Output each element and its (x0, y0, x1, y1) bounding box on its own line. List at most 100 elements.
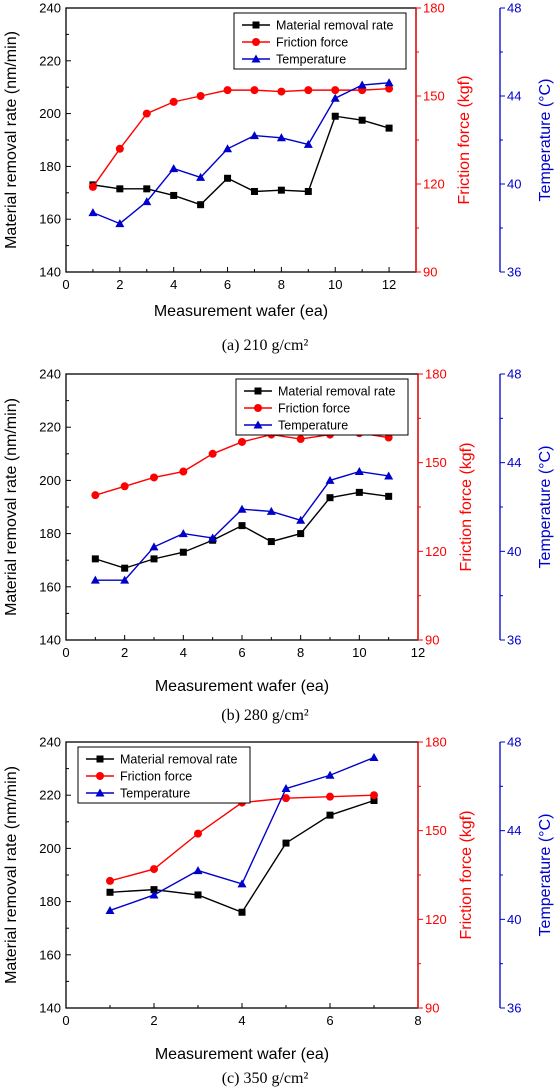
legend-marker (252, 38, 260, 46)
legend-entry: Friction force (278, 402, 350, 416)
temperature-tick-label: 44 (507, 823, 521, 838)
data-point (385, 84, 394, 93)
temperature-tick-label: 36 (507, 1001, 521, 1016)
data-point (208, 449, 217, 458)
data-point (194, 829, 202, 838)
chart-panel-2: 0 2 4 6 8 10 12 140 160 180 200 220 240 Material remo… (3, 367, 554, 725)
data-point (369, 753, 379, 762)
data-point (179, 548, 187, 556)
series-temperature (88, 78, 394, 228)
data-point (223, 144, 233, 153)
data-point (88, 182, 97, 191)
x-tick-label: 10 (328, 277, 342, 292)
series-friction-force (106, 791, 378, 885)
data-point (223, 86, 232, 95)
series-line (92, 82, 390, 225)
series-line (92, 87, 390, 188)
legend-marker (95, 788, 105, 797)
legend-marker (96, 755, 104, 763)
data-point (304, 86, 313, 95)
x-tick-label: 2 (121, 645, 128, 660)
data-point (325, 770, 335, 779)
data-point (237, 504, 247, 513)
data-point (281, 784, 291, 793)
data-point (331, 86, 340, 95)
friction-axis-label: Friction force (kgf) (456, 76, 473, 205)
temperature-tick-label: 36 (507, 265, 521, 280)
data-point (326, 792, 334, 801)
data-point (277, 186, 285, 194)
data-point (384, 471, 394, 480)
data-point (358, 116, 366, 124)
series-friction-force (88, 84, 394, 191)
x-axis-label: Measurement wafer (ea) (155, 678, 329, 695)
left-tick-label: 160 (39, 212, 61, 227)
legend: Material removal rate Friction force Tempe… (77, 746, 251, 804)
data-point (357, 80, 367, 89)
data-point (169, 164, 179, 173)
data-point (303, 139, 313, 148)
data-point (150, 886, 158, 894)
left-tick-label: 180 (39, 894, 61, 909)
x-axis-label: Measurement wafer (ea) (155, 1046, 329, 1063)
x-tick-label: 8 (278, 277, 285, 292)
legend-marker (252, 21, 260, 29)
legend-entry: Material removal rate (276, 19, 393, 33)
temperature-tick-label: 44 (507, 455, 521, 470)
data-point (106, 888, 114, 896)
data-point (194, 891, 202, 899)
x-tick-label: 0 (62, 1013, 69, 1028)
x-tick-label: 6 (326, 1013, 333, 1028)
temperature-tick-label: 40 (507, 177, 521, 192)
data-point (105, 905, 115, 914)
legend-marker (254, 387, 262, 395)
data-point (150, 865, 158, 874)
data-point (150, 473, 158, 482)
x-tick-label: 6 (224, 277, 231, 292)
x-tick-label: 12 (411, 645, 425, 660)
series-material-removal-rate (91, 488, 393, 572)
data-point (149, 542, 159, 551)
figure-caption: (a) 210 g/cm² (222, 337, 309, 354)
left-tick-label: 160 (39, 579, 61, 594)
left-tick-label: 140 (39, 633, 61, 648)
data-point (249, 131, 259, 140)
x-tick-label: 2 (116, 277, 123, 292)
data-point (88, 208, 98, 217)
data-point (121, 564, 129, 572)
x-tick-label: 4 (180, 645, 187, 660)
x-tick-label: 4 (170, 277, 177, 292)
legend-marker (96, 772, 104, 780)
data-point (197, 201, 205, 209)
x-tick-label: 4 (238, 1013, 245, 1028)
data-point (385, 492, 393, 500)
friction-tick-label: 120 (423, 177, 445, 192)
data-point (250, 86, 259, 95)
x-tick-label: 8 (297, 645, 304, 660)
left-tick-label: 220 (39, 420, 61, 435)
data-point (115, 219, 125, 228)
left-tick-label: 200 (39, 473, 61, 488)
series-line (109, 799, 375, 914)
data-point (150, 555, 158, 563)
data-point (224, 174, 232, 182)
data-point (116, 185, 124, 193)
data-point (91, 555, 99, 563)
friction-tick-label: 90 (423, 265, 437, 280)
series-friction-force (91, 429, 393, 500)
left-tick-label: 140 (39, 1001, 61, 1016)
friction-tick-label: 180 (423, 1, 445, 16)
data-point (297, 530, 305, 538)
data-point (149, 890, 159, 899)
series-material-removal-rate (89, 112, 393, 209)
data-point (142, 109, 151, 118)
chart-panel-1: 0 2 4 6 8 10 12 140 160 180 200 220 240 Material remo… (3, 1, 554, 355)
series-line (92, 115, 390, 206)
data-point (276, 133, 286, 142)
chart-panel-3: 0 2 4 6 8 140 160 180 200 220 240 Material removal … (3, 735, 554, 1088)
series-temperature (90, 467, 394, 584)
data-point (142, 197, 152, 206)
left-tick-label: 220 (39, 53, 61, 68)
data-point (120, 575, 130, 584)
